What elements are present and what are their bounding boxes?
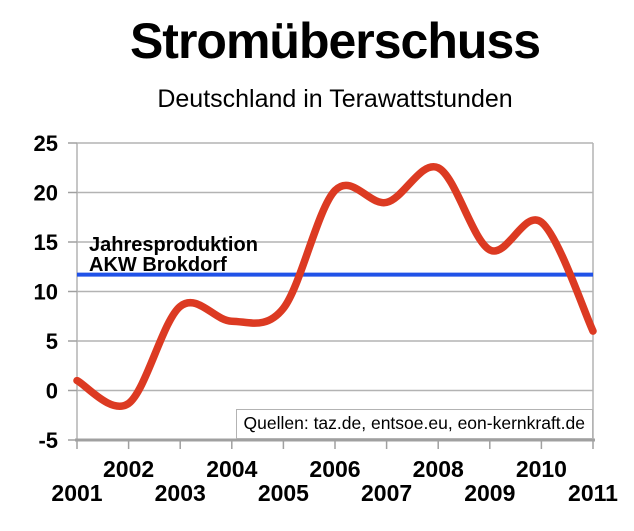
y-axis-label: 0 bbox=[46, 379, 58, 404]
x-axis-label: 2011 bbox=[568, 480, 618, 506]
y-axis-label: 20 bbox=[34, 181, 58, 206]
chart-title: Stromüberschuss bbox=[129, 13, 541, 69]
x-axis-label: 2007 bbox=[361, 480, 412, 506]
y-axis-label: 25 bbox=[34, 131, 58, 156]
series-line bbox=[73, 163, 597, 410]
y-axis-label: 10 bbox=[34, 280, 58, 305]
y-axis-label: 15 bbox=[34, 230, 58, 255]
x-axis-label: 2009 bbox=[464, 480, 515, 506]
x-axis-label: 2010 bbox=[516, 456, 567, 482]
chart-subtitle: Deutschland in Terawattstunden bbox=[157, 85, 513, 113]
x-axis-label: 2005 bbox=[258, 480, 309, 506]
source-note: Quellen: taz.de, entsoe.eu, eon-kernkraf… bbox=[235, 409, 593, 440]
x-axis-label: 2003 bbox=[155, 480, 206, 506]
x-axis-label: 2008 bbox=[413, 456, 464, 482]
x-axis-label: 2004 bbox=[206, 456, 257, 482]
x-axis-label: 2002 bbox=[103, 456, 154, 482]
x-axis-label: 2006 bbox=[309, 456, 360, 482]
y-axis-label: 5 bbox=[46, 329, 58, 354]
reference-line-label-line2: AKW Brokdorf bbox=[89, 254, 227, 276]
reference-line-label: Jahresproduktion AKW Brokdorf bbox=[89, 235, 258, 275]
y-axis-label: -5 bbox=[38, 428, 58, 453]
reference-line-label-line1: Jahresproduktion bbox=[89, 234, 258, 256]
x-axis-label: 2001 bbox=[51, 480, 102, 506]
